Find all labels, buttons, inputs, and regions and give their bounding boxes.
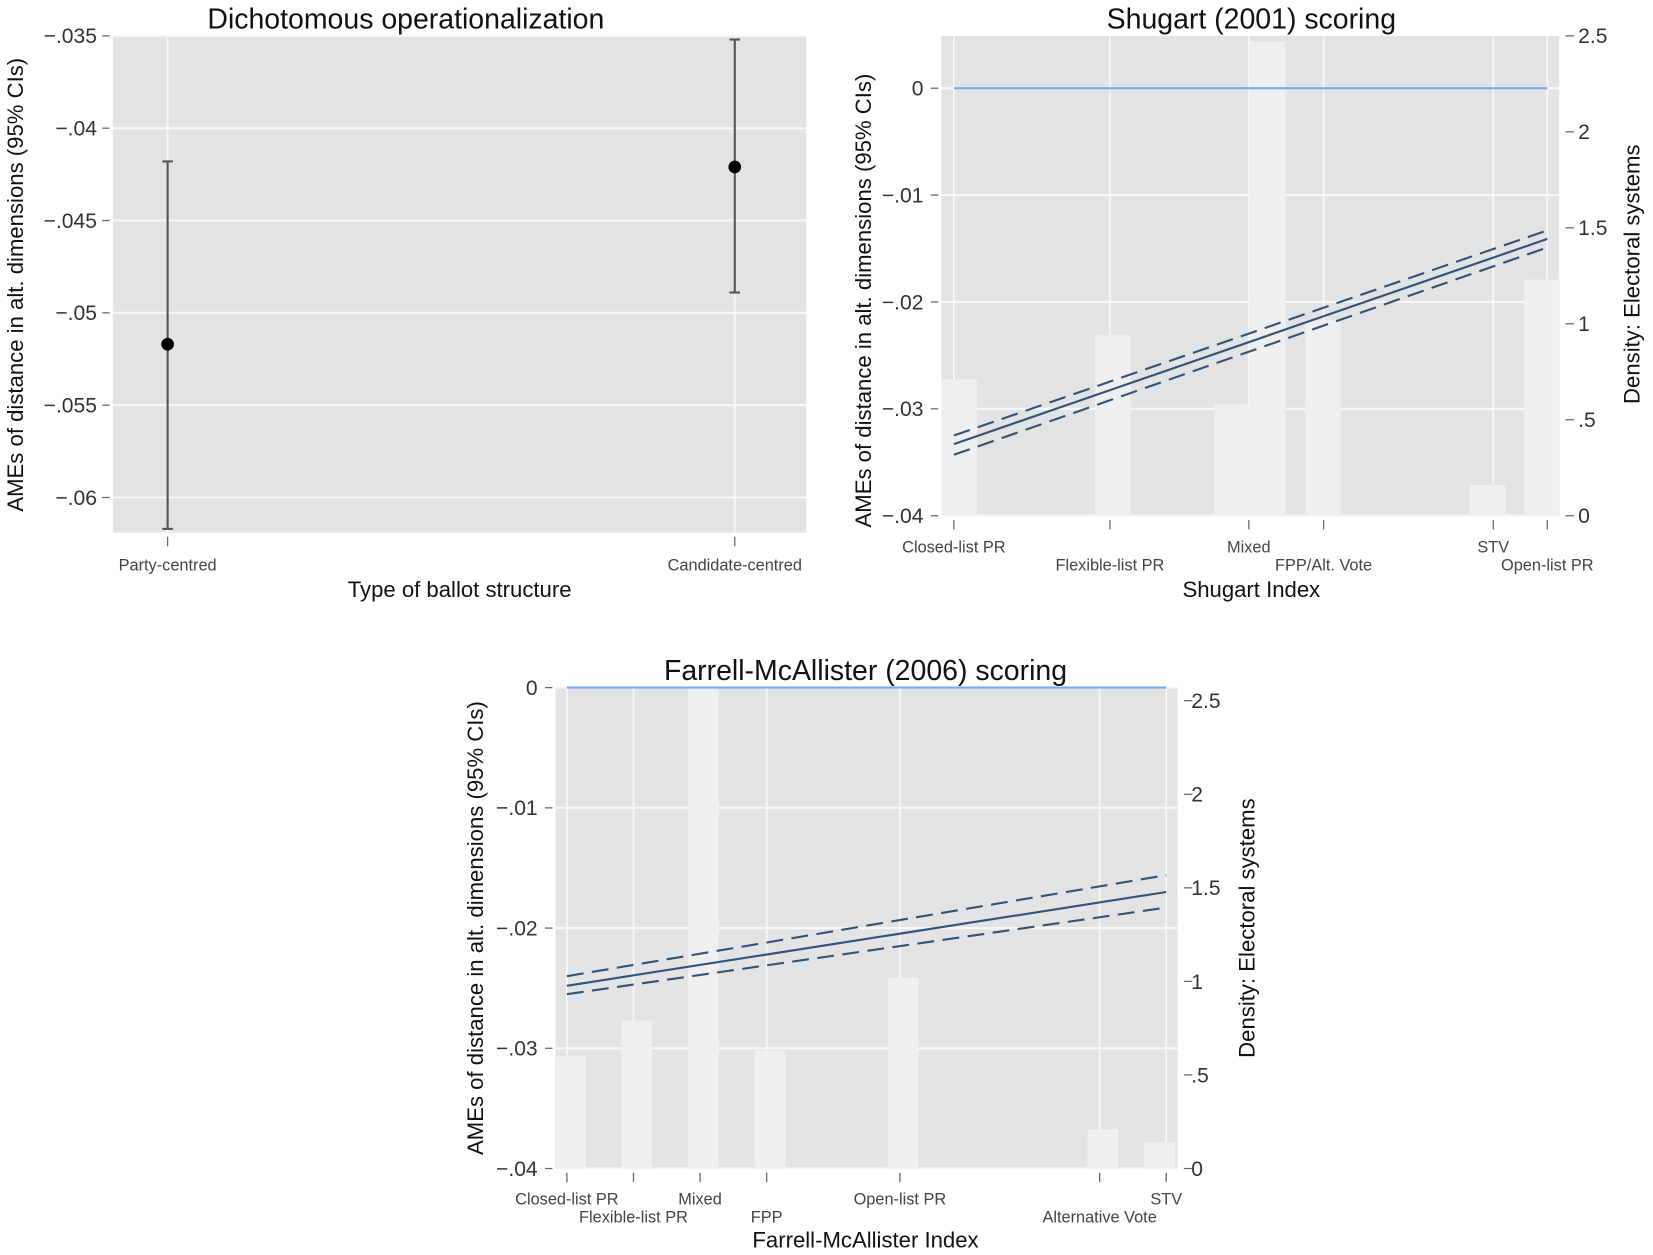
x-tick-label: Party-centred bbox=[119, 557, 217, 575]
x-tick-label: STV bbox=[1477, 539, 1509, 557]
ci-lower-line bbox=[953, 246, 1548, 456]
x-tick-label: FPP bbox=[751, 1208, 783, 1226]
x-tick-label: Mixed bbox=[1227, 539, 1271, 557]
marginal-effect-line bbox=[566, 890, 1167, 987]
density-bar bbox=[554, 1056, 586, 1169]
y-tick-label: −.01 bbox=[496, 797, 538, 820]
y-axis-label: AMEs of distance in alt. dimensions (95%… bbox=[3, 58, 28, 512]
y-tick-label: 0 bbox=[526, 677, 538, 700]
y-tick-label: 0 bbox=[912, 78, 924, 101]
y-tick-label: −.01 bbox=[882, 184, 924, 207]
y-tick-label: −.055 bbox=[44, 395, 97, 418]
marginal-effect-line bbox=[953, 237, 1548, 446]
y-tick-label: −.04 bbox=[882, 505, 924, 528]
ci-upper-line bbox=[953, 229, 1548, 437]
density-bar bbox=[688, 687, 719, 1169]
y-axis-label: AMEs of distance in alt. dimensions (95%… bbox=[463, 701, 488, 1155]
density-bar bbox=[941, 379, 978, 516]
y-right-tick-label: 2 bbox=[1578, 121, 1590, 144]
density-bar bbox=[754, 1050, 786, 1169]
x-tick-label: Open-list PR bbox=[854, 1190, 947, 1208]
y-tick-label: −.035 bbox=[44, 25, 97, 48]
chart-panel-2: 0 −.01 −.02 −.03 −.04 Closed-list PR Flexible-… bbox=[851, 3, 1645, 601]
chart-panel-3: 0 −.01 −.02 −.03 −.04 Closed-list PRFlexible-… bbox=[463, 655, 1260, 1252]
x-tick-label: Mixed bbox=[678, 1190, 722, 1208]
x-tick-label: Candidate-centred bbox=[668, 557, 802, 575]
density-bar bbox=[1087, 1129, 1119, 1169]
y-tick-label: −.02 bbox=[496, 917, 538, 940]
y-right-tick-label: 2.5 bbox=[1578, 25, 1607, 48]
y-tick-label: −.02 bbox=[882, 291, 924, 314]
y-right-tick-label: 0 bbox=[1191, 1158, 1203, 1181]
density-bar bbox=[1214, 404, 1250, 516]
x-tick-label: Open-list PR bbox=[1501, 557, 1594, 575]
y-tick-label: −.045 bbox=[44, 210, 97, 233]
density-bar bbox=[1095, 335, 1131, 516]
x-tick-label: FPP/Alt. Vote bbox=[1275, 557, 1372, 575]
chart-panel-1: −.035 −.04 −.045 −.05 −.055 −.06 Party-centred… bbox=[3, 3, 807, 602]
plot-background bbox=[112, 35, 807, 533]
y-tick-label: −.03 bbox=[496, 1038, 538, 1061]
density-bar bbox=[1305, 319, 1341, 516]
y-right-tick-label: 2 bbox=[1191, 784, 1203, 807]
density-bar bbox=[887, 977, 919, 1169]
x-axis-label: Shugart Index bbox=[1182, 577, 1320, 602]
y-axis-label: AMEs of distance in alt. dimensions (95%… bbox=[851, 74, 876, 528]
y-right-tick-label: 1.5 bbox=[1191, 877, 1220, 900]
y-tick-label: −.04 bbox=[496, 1158, 538, 1181]
x-tick-label: Closed-list PR bbox=[515, 1190, 619, 1208]
point-estimate bbox=[161, 337, 174, 351]
density-bar bbox=[1249, 41, 1286, 516]
y-tick-label: −.04 bbox=[55, 118, 97, 141]
density-bar bbox=[1144, 1142, 1175, 1169]
point-estimate bbox=[728, 160, 742, 174]
chart-title: Farrell-McAllister (2006) scoring bbox=[664, 655, 1067, 687]
x-axis-label: Farrell-McAllister Index bbox=[752, 1228, 978, 1253]
x-tick-label: STV bbox=[1150, 1190, 1182, 1208]
density-bar bbox=[621, 1020, 653, 1169]
density-bar bbox=[1524, 279, 1560, 516]
chart-title: Shugart (2001) scoring bbox=[1107, 3, 1396, 35]
y-right-tick-label: 1 bbox=[1191, 971, 1203, 994]
density-bar bbox=[1469, 484, 1506, 516]
y-right-axis-label: Density: Electoral systems bbox=[1235, 798, 1260, 1057]
x-tick-label: Closed-list PR bbox=[902, 539, 1006, 557]
y-tick-label: −.06 bbox=[55, 487, 97, 510]
y-right-tick-label: 2.5 bbox=[1191, 690, 1220, 713]
y-tick-label: −.03 bbox=[882, 398, 924, 421]
y-tick-label: −.05 bbox=[55, 302, 97, 325]
x-tick-label: Alternative Vote bbox=[1042, 1208, 1156, 1226]
x-tick-label: Flexible-list PR bbox=[579, 1208, 688, 1226]
y-right-tick-label: 1.5 bbox=[1578, 217, 1607, 240]
chart-title: Dichotomous operationalization bbox=[207, 3, 604, 35]
y-right-tick-label: .5 bbox=[1191, 1064, 1209, 1087]
x-tick-label: Flexible-list PR bbox=[1056, 557, 1165, 575]
y-right-tick-label: .5 bbox=[1578, 409, 1596, 432]
y-right-tick-label: 0 bbox=[1578, 505, 1590, 528]
y-right-axis-label: Density: Electoral systems bbox=[1619, 144, 1644, 403]
y-right-tick-label: 1 bbox=[1578, 313, 1590, 336]
x-axis-label: Type of ballot structure bbox=[348, 577, 572, 602]
ci-upper-line bbox=[566, 874, 1167, 978]
